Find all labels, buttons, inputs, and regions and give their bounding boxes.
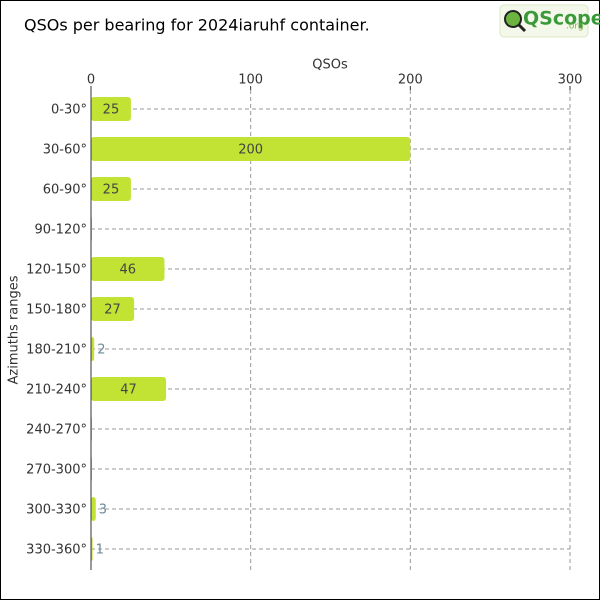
logo-text: QScope [523, 8, 600, 30]
y-tick-label: 150-180° [26, 303, 87, 318]
value-label: 1 [96, 543, 104, 558]
bar [91, 177, 131, 201]
y-tick-label: 0-30° [51, 103, 87, 118]
y-tick-label: 240-270° [26, 423, 87, 438]
x-tick-label: 0 [87, 73, 95, 88]
bar [91, 137, 411, 161]
y-tick-label: 210-240° [26, 383, 87, 398]
bar [91, 297, 135, 321]
chart-title: QSOs per bearing for 2024iaruhf containe… [24, 16, 370, 35]
y-tick-label: 60-90° [43, 183, 87, 198]
y-tick-label: 30-60° [43, 143, 87, 158]
logo-icon [517, 23, 527, 33]
value-label: 27 [104, 303, 121, 318]
value-label: 47 [120, 383, 137, 398]
logo-suffix: .org [566, 22, 584, 32]
y-tick-label: 330-360° [26, 543, 87, 558]
y-tick-label: 120-150° [26, 263, 87, 278]
value-label: 25 [103, 103, 120, 118]
value-label: 3 [99, 503, 107, 518]
y-tick-label: 300-330° [26, 503, 87, 518]
value-label: 25 [103, 183, 120, 198]
y-tick-label: 180-210° [26, 343, 87, 358]
x-axis-label: QSOs [312, 58, 348, 73]
value-label: 200 [238, 143, 263, 158]
value-label: 46 [119, 263, 136, 278]
x-tick-label: 300 [558, 73, 583, 88]
x-tick-label: 200 [398, 73, 423, 88]
y-axis-label: Azimuths ranges [7, 275, 22, 384]
value-label: 2 [97, 343, 105, 358]
logo-icon [504, 10, 522, 28]
bar [91, 377, 167, 401]
bar [91, 97, 131, 121]
logo: QScope .org [499, 4, 600, 38]
y-tick-label: 90-120° [34, 223, 87, 238]
bar [91, 257, 165, 281]
y-tick-label: 270-300° [26, 463, 87, 478]
x-tick-label: 100 [238, 73, 263, 88]
bar [91, 337, 95, 361]
bar [91, 497, 96, 521]
